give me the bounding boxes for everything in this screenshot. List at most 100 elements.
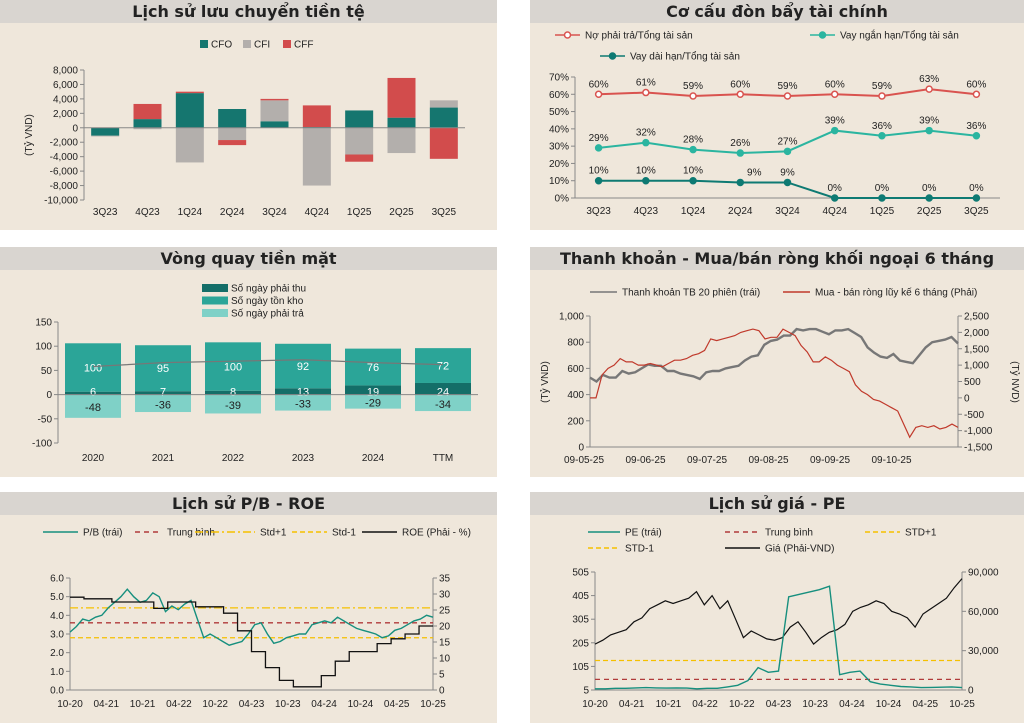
- data-point: [594, 176, 603, 185]
- y2-tick-label: 0: [964, 393, 970, 404]
- data-label: 19: [367, 387, 379, 399]
- data-point: [642, 88, 650, 97]
- data-label: 28%: [683, 135, 703, 146]
- data-label: 59%: [872, 81, 892, 92]
- y-tick-label: 1,000: [559, 312, 584, 323]
- x-tick-label: 10-21: [130, 699, 156, 710]
- legend-std-minus-label: STD-1: [625, 544, 654, 555]
- x-tick-label: 10-22: [729, 699, 755, 710]
- data-label: 60%: [589, 79, 609, 90]
- y2-tick-label: -1,000: [964, 426, 993, 437]
- legend-inventory-label: Số ngày tồn kho: [231, 295, 304, 307]
- roe-line: [70, 596, 433, 688]
- y2-tick-label: 1,500: [964, 344, 989, 355]
- y-tick-label: 1.0: [50, 667, 64, 678]
- bar-inventory-days: [345, 348, 401, 386]
- y-tick-label: -6,000: [50, 167, 79, 178]
- bar-cfi: [218, 127, 247, 141]
- data-point: [736, 90, 745, 99]
- y2-tick-label: 30,000: [968, 646, 999, 657]
- x-tick-label: 4Q23: [634, 206, 659, 217]
- y-tick-label: 20%: [549, 159, 569, 170]
- x-tick-label: 04-23: [239, 699, 265, 710]
- x-tick-label: 4Q23: [135, 207, 160, 218]
- y2-tick-label: 60,000: [968, 607, 999, 618]
- y-tick-label: 600: [567, 364, 584, 375]
- legend-pb-label: P/B (trái): [83, 528, 122, 539]
- y2-tick-label: 500: [964, 377, 981, 388]
- legend-foreign-net-label: Mua - bán ròng lũy kế 6 tháng (Phải): [815, 287, 977, 299]
- x-tick-label: 1Q24: [681, 206, 706, 217]
- x-tick-label: 2022: [222, 453, 245, 464]
- x-tick-label: 3Q24: [775, 206, 800, 217]
- bar-cfi: [260, 100, 289, 122]
- data-label: 39%: [825, 116, 845, 127]
- legend-std-plus-label: Std+1: [260, 528, 287, 539]
- x-tick-label: 10-23: [275, 699, 301, 710]
- x-tick-label: 10-23: [802, 699, 828, 710]
- y-tick-label: 6,000: [53, 80, 78, 91]
- bar-cff: [260, 98, 289, 101]
- panel-leverage: Cơ cấu đòn bẩy tài chính: [530, 0, 1024, 230]
- y-tick-label: 50%: [549, 107, 569, 118]
- x-tick-label: 10-24: [348, 699, 374, 710]
- data-label: 29%: [589, 133, 609, 144]
- x-tick-label: 1Q25: [870, 206, 895, 217]
- data-label: 10%: [636, 166, 656, 177]
- data-point: [830, 194, 839, 202]
- x-tick-label: 09-07-25: [687, 455, 727, 466]
- data-point: [925, 126, 933, 135]
- data-point: [689, 92, 697, 100]
- legend-mean-label: Trung bình: [167, 528, 215, 539]
- data-label: 10%: [683, 166, 703, 177]
- bar-cff: [133, 103, 162, 120]
- legend-liquidity-label: Thanh khoản TB 20 phiên (trái): [622, 288, 760, 299]
- bar-receivable-days: [135, 391, 191, 395]
- data-label: 0%: [827, 183, 842, 194]
- data-point: [878, 92, 886, 100]
- bar-cff: [345, 154, 374, 162]
- y2-tick-label: 0: [968, 686, 974, 697]
- legend-long-debt-marker: [608, 52, 617, 60]
- bar-receivable-days: [345, 385, 401, 395]
- x-tick-label: 2020: [82, 453, 105, 464]
- x-tick-label: 04-25: [384, 699, 410, 710]
- y-tick-label: 8,000: [53, 66, 78, 77]
- legend-liabilities-label: Nợ phải trả/Tổng tài sản: [585, 30, 693, 42]
- x-tick-label: 2Q25: [917, 206, 942, 217]
- y2-tick-label: 2,500: [964, 312, 989, 323]
- data-point: [972, 194, 981, 202]
- legend-short-debt-marker: [818, 31, 827, 39]
- y-tick-label: 40%: [549, 124, 569, 135]
- y2-tick-label: 2,000: [964, 328, 989, 339]
- y-tick-label: -10,000: [44, 196, 78, 207]
- pe-line: [595, 585, 963, 690]
- x-tick-label: 10-25: [420, 699, 446, 710]
- data-label: -33: [295, 399, 311, 411]
- legend-long-debt-label: Vay dài hạn/Tổng tài sản: [630, 51, 740, 63]
- x-tick-label: TTM: [433, 453, 454, 464]
- y2-tick-label: 1,000: [964, 361, 989, 372]
- data-label: 63%: [919, 74, 939, 85]
- bar-cfi: [345, 127, 374, 155]
- y-tick-label: -4,000: [50, 152, 79, 163]
- legend-short-debt-label: Vay ngắn hạn/Tổng tài sản: [840, 29, 959, 42]
- data-label: 13: [297, 387, 309, 399]
- bar-cfi: [175, 127, 204, 163]
- legend-pe-label: PE (trái): [625, 528, 662, 539]
- y-tick-label: 6.0: [50, 574, 64, 585]
- price-line: [594, 578, 963, 645]
- y2-tick-label: -500: [964, 410, 984, 421]
- panel-title: Thanh khoản - Mua/bán ròng khối ngoại 6 …: [530, 247, 1024, 270]
- data-label: 95: [157, 363, 169, 375]
- liquidity-line: [589, 327, 959, 384]
- y-tick-label: 0: [46, 390, 52, 401]
- y2-tick-label: 90,000: [968, 568, 999, 579]
- y-tick-label: 50: [41, 366, 53, 377]
- data-label: 36%: [872, 121, 892, 132]
- y2-tick-label: 35: [439, 574, 451, 585]
- y-tick-label: 5: [583, 686, 589, 697]
- y-tick-label: 0: [72, 123, 78, 134]
- data-label: 6: [90, 387, 96, 399]
